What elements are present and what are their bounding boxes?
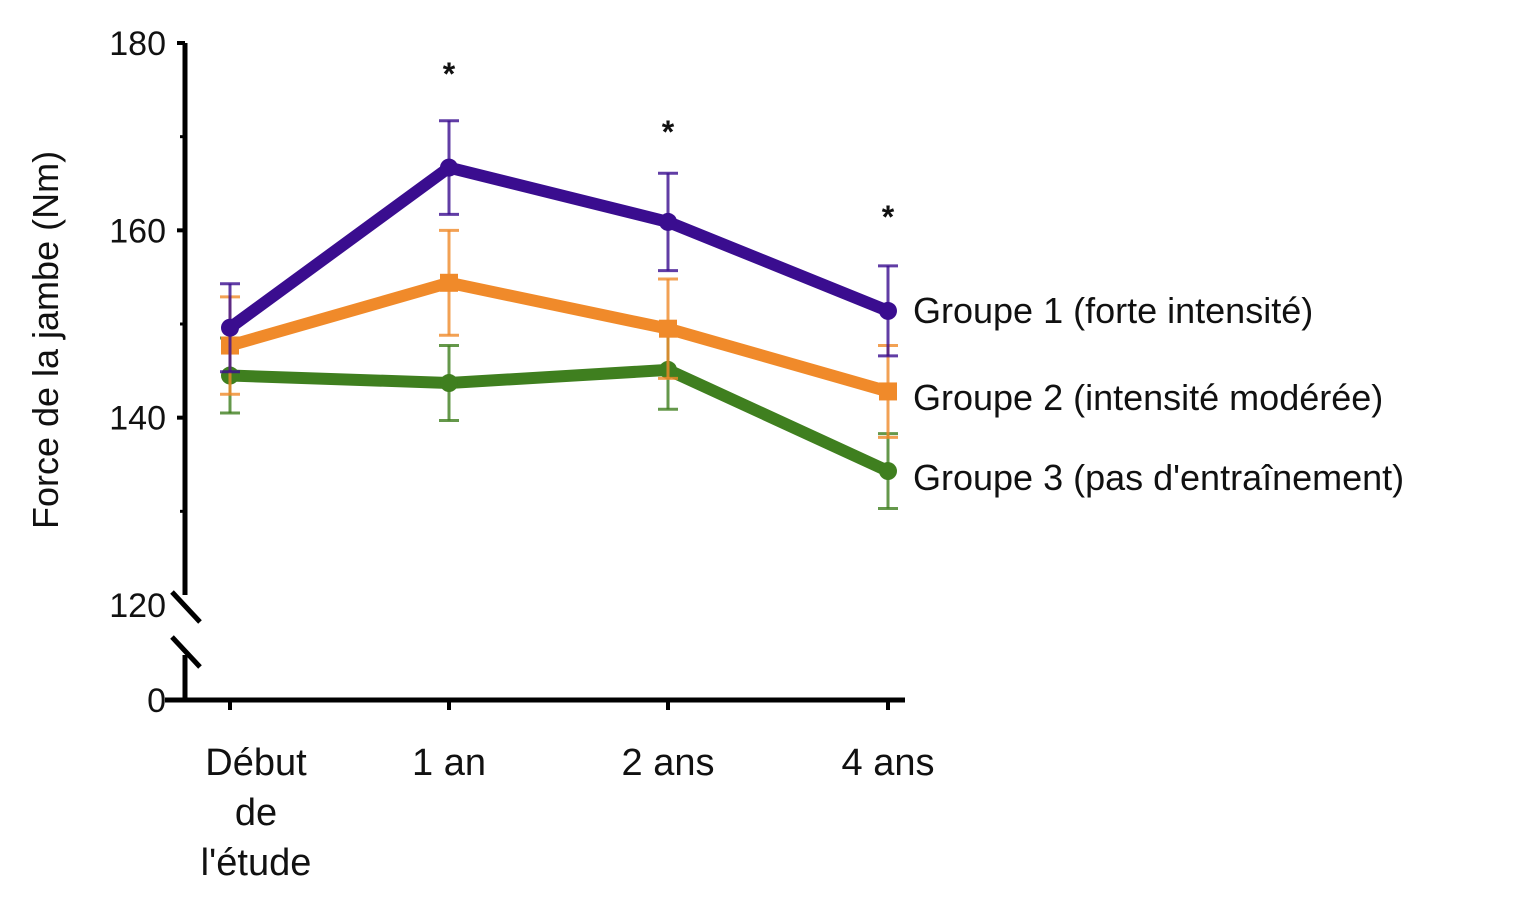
legend-item-group-3: Groupe 3 (pas d'entraînement) (913, 457, 1404, 498)
x-tick-label: 1 an (412, 742, 486, 784)
y-tick-label: 140 (109, 400, 166, 438)
data-point (879, 462, 897, 481)
x-axis: Début de l'étude 1 an 2 ans 4 ans (165, 697, 935, 884)
significance-star: * (443, 56, 456, 92)
x-tick-label: 2 ans (622, 742, 715, 784)
y-tick-label: 160 (109, 212, 166, 250)
significance-star: * (882, 199, 895, 235)
data-point (879, 301, 897, 320)
legend: Groupe 1 (forte intensité) Groupe 2 (inte… (913, 290, 1404, 498)
data-point (879, 382, 897, 401)
x-tick-label: Début (205, 742, 307, 784)
data-point (659, 212, 677, 231)
y-tick-label: 0 (147, 682, 166, 720)
data-point (440, 374, 458, 393)
x-tick-label: de (235, 792, 277, 834)
significance-annotations: * * * (443, 56, 895, 235)
data-point (659, 319, 677, 338)
series-layer (220, 119, 898, 511)
legend-item-group-1: Groupe 1 (forte intensité) (913, 290, 1313, 331)
y-axis: 0 120 140 160 180 (109, 25, 202, 720)
y-tick-label: 180 (109, 25, 166, 63)
significance-star: * (662, 114, 675, 150)
series-1 (220, 119, 898, 374)
data-point (221, 318, 239, 337)
legend-item-group-2: Groupe 2 (intensité modérée) (913, 377, 1383, 418)
data-point (440, 158, 458, 177)
series-3 (220, 329, 898, 511)
y-tick-label: 120 (109, 587, 166, 625)
x-tick-label: l'étude (201, 842, 312, 884)
data-point (440, 273, 458, 292)
x-tick-label: 4 ans (842, 742, 935, 784)
y-axis-title: Force de la jambe (Nm) (25, 151, 66, 529)
